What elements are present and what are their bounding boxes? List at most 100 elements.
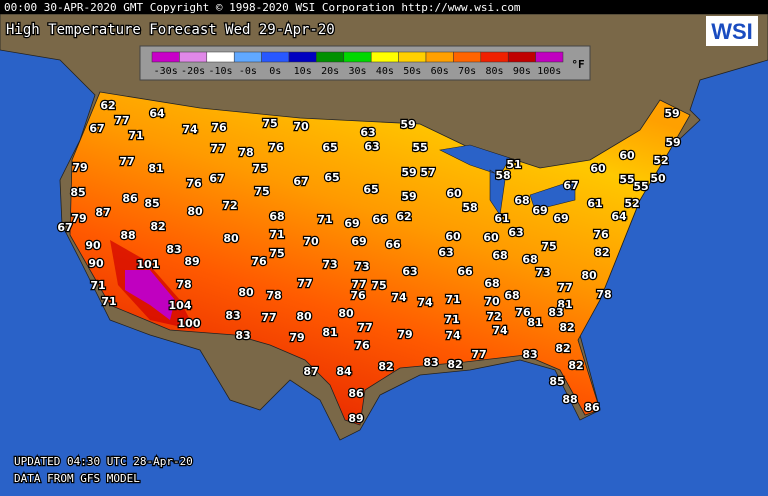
temperature: 82 [559,321,574,334]
temperature: 78 [176,278,191,291]
temperature: 82 [568,359,583,372]
legend-label: 0s [269,66,281,77]
legend-unit: °F [571,58,584,71]
temperature: 63 [438,246,453,259]
updated: UPDATED 04:30 UTC 28-Apr-20 [14,455,193,468]
hot-region [125,270,175,320]
legend-label: 10s [294,66,312,77]
temperature: 71 [101,295,116,308]
temperature: 69 [532,204,547,217]
logo-box [706,16,758,46]
temperature: 87 [303,365,318,378]
temperature: 60 [590,162,606,175]
banner-bar [0,0,768,14]
temperature: 64 [149,107,165,120]
legend-swatch [206,51,235,63]
temperature: 59 [664,107,679,120]
legend-swatch [179,51,208,63]
legend-swatch [453,51,482,63]
logo: WSI [711,19,753,44]
temperature: 65 [322,141,337,154]
temperature: 67 [89,122,104,135]
united-states [69,91,691,426]
temperature: 60 [619,149,635,162]
temperature: 76 [350,289,366,302]
temperature: 55 [619,173,634,186]
temperature: 67 [57,221,72,234]
temperature: 57 [420,166,435,179]
temperature: 59 [400,118,415,131]
temperature: 83 [235,329,250,342]
temperature: 69 [553,212,568,225]
temperature: 50 [650,172,666,185]
temperature: 83 [548,306,563,319]
legend-swatch [480,51,509,63]
temperature: 74 [492,324,508,337]
legend-swatch [398,51,427,63]
temperature: 75 [254,185,269,198]
temperature: 80 [338,307,354,320]
temperature: 63 [402,265,417,278]
temperature: 68 [492,249,507,262]
temperature: 89 [348,412,363,425]
temperature: 67 [563,179,578,192]
temperature: 75 [541,240,556,253]
temperature: 78 [238,146,253,159]
temperature: 86 [122,192,138,205]
temperature: 55 [633,180,648,193]
temperature: 62 [396,210,411,223]
banner: 00:00 30-APR-2020 GMT Copyright © 1998-2… [4,1,521,14]
legend-swatch [343,51,372,63]
temperature: 69 [351,235,366,248]
temperature: 74 [182,123,198,136]
temperature: 72 [486,310,501,323]
legend-swatch [288,51,317,63]
temperature: 76 [354,339,370,352]
temperature: 81 [148,162,163,175]
temperature: 83 [166,243,181,256]
temperature: 66 [457,265,473,278]
temperature: 68 [269,210,284,223]
temperature: 68 [484,277,499,290]
legend-swatch [151,51,180,63]
temperature: 58 [495,169,510,182]
temperature: 77 [557,281,572,294]
legend: -30s -20s -10s -0s 0s 10s 20s 30s 40s 50s 60s 70s 80… [151,51,564,77]
temperature: 68 [514,194,529,207]
temperature: 69 [344,217,359,230]
temperature: 63 [360,126,375,139]
temperature-labels: 62 77 64 67 71 74 76 75 70 63 59 59 77 78 76 65 63 55 59 77… [56,98,682,427]
temperature: 71 [317,213,332,226]
temperature: 79 [71,212,86,225]
temperature: 101 [137,258,160,271]
temperature: 88 [120,229,135,242]
legend-label: 80s [485,66,503,77]
temperature: 78 [596,288,611,301]
temperature: 76 [593,228,609,241]
temperature: 66 [372,213,388,226]
temperature: 77 [351,278,366,291]
temperature: 78 [266,289,281,302]
temperature: 77 [114,114,129,127]
temperature: 63 [364,140,379,153]
temperature: 65 [363,183,378,196]
temperature: 80 [187,205,203,218]
temperature: 76 [211,121,227,134]
temperature: 72 [222,199,237,212]
temperature: 73 [535,266,550,279]
temperature: 84 [336,365,352,378]
temperature: 85 [549,375,564,388]
temperature: 88 [562,393,577,406]
temperature: 74 [391,291,407,304]
legend-swatch [425,51,454,63]
temperature: 62 [100,99,115,112]
temperature: 59 [665,136,680,149]
temperature: 71 [90,279,105,292]
temperature: 55 [412,141,427,154]
legend-swatch [370,51,399,63]
temperature: 70 [303,235,319,248]
map-title: High Temperature Forecast Wed 29-Apr-20 [6,22,335,38]
temperature: 86 [348,387,364,400]
temperature: 80 [296,310,312,323]
